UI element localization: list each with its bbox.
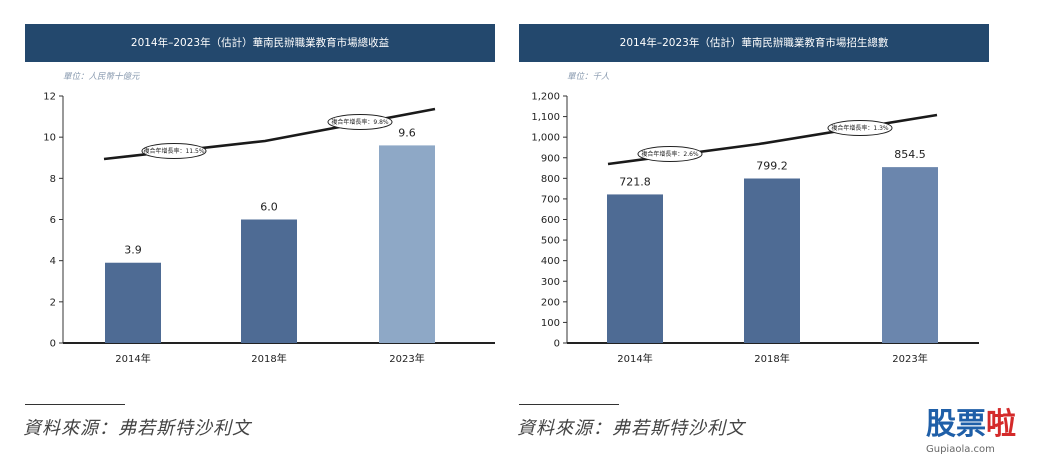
y-tick-label: 900	[541, 153, 560, 164]
cagr-badge	[141, 143, 207, 159]
y-tick-label: 600	[541, 215, 560, 226]
y-tick-label: 500	[541, 236, 560, 247]
bar	[744, 178, 800, 343]
revenue-chart-panel: 2014年–2023年（估計）華南民辦職業教育市場總收益 單位：人民幣十億元 0…	[23, 0, 495, 463]
y-tick-label: 1,000	[531, 133, 560, 144]
x-tick-label: 2014年	[617, 352, 652, 365]
bar	[607, 194, 663, 343]
revenue-bar-chart: 0 2 4 6 8 10 12 3.9 2014年 6.0 2018年 9.6 2023年 複合年增長率：…	[43, 92, 495, 365]
watermark-logo: 股票啦 Gupiaola.com	[926, 408, 1036, 458]
source-divider	[519, 404, 619, 405]
cagr-label: 複合年增長率：1.3%	[831, 124, 889, 132]
y-tick-label: 6	[50, 215, 56, 226]
bar-value-label: 799.2	[756, 159, 788, 172]
bar	[105, 262, 161, 343]
x-tick-label: 2014年	[115, 352, 150, 365]
enrollment-bar-chart: 0 100 200 300 400 500 600 700 800 900 1,000 1,100 1,…	[531, 92, 979, 365]
unit-label: 單位：千人	[567, 72, 610, 82]
y-tick-label: 300	[541, 277, 560, 288]
y-tick-label: 0	[554, 339, 560, 350]
watermark-char: 票	[956, 407, 986, 442]
enrollment-chart-panel: 2014年–2023年（估計）華南民辦職業教育市場招生總數 單位：千人 0 100…	[517, 0, 989, 463]
cagr-badge	[637, 146, 703, 162]
bar	[882, 167, 938, 343]
y-tick-label: 8	[50, 174, 56, 185]
chart-title: 2014年–2023年（估計）華南民辦職業教育市場招生總數	[519, 24, 989, 62]
cagr-label: 複合年增長率：11.5%	[143, 147, 204, 155]
bar-value-label: 9.6	[398, 126, 416, 139]
watermark-url: Gupiaola.com	[926, 444, 995, 455]
bar-value-label: 6.0	[260, 201, 278, 214]
bar-value-label: 3.9	[124, 244, 142, 257]
cagr-badge	[327, 114, 393, 130]
bar-value-label: 854.5	[894, 148, 926, 161]
y-tick-label: 400	[541, 256, 560, 267]
y-tick-label: 0	[50, 339, 56, 350]
y-tick-label: 100	[541, 318, 560, 329]
y-tick-label: 200	[541, 297, 560, 308]
y-tick-label: 10	[43, 133, 56, 144]
y-tick-label: 12	[43, 92, 56, 103]
cagr-label: 複合年增長率：2.6%	[641, 150, 699, 158]
bar	[241, 219, 297, 343]
y-tick-label: 2	[50, 297, 56, 308]
cagr-badge	[827, 120, 893, 136]
source-note: 資料來源：弗若斯特沙利文	[23, 418, 251, 439]
chart-title: 2014年–2023年（估計）華南民辦職業教育市場總收益	[25, 24, 495, 62]
unit-label: 單位：人民幣十億元	[63, 72, 140, 82]
x-tick-label: 2023年	[389, 352, 424, 365]
source-note: 資料來源：弗若斯特沙利文	[517, 418, 745, 439]
y-tick-label: 4	[50, 256, 56, 267]
bar-value-label: 721.8	[619, 175, 651, 188]
cagr-label: 複合年增長率：9.8%	[331, 118, 389, 126]
x-tick-label: 2018年	[754, 352, 789, 365]
source-divider	[25, 404, 125, 405]
watermark-char: 股	[926, 407, 956, 442]
watermark-char: 啦	[986, 407, 1016, 442]
bar	[379, 145, 435, 343]
y-tick-label: 700	[541, 194, 560, 205]
y-tick-label: 1,200	[531, 92, 560, 103]
y-tick-label: 1,100	[531, 112, 560, 123]
y-tick-label: 800	[541, 174, 560, 185]
x-tick-label: 2018年	[251, 352, 286, 365]
x-tick-label: 2023年	[892, 352, 927, 365]
